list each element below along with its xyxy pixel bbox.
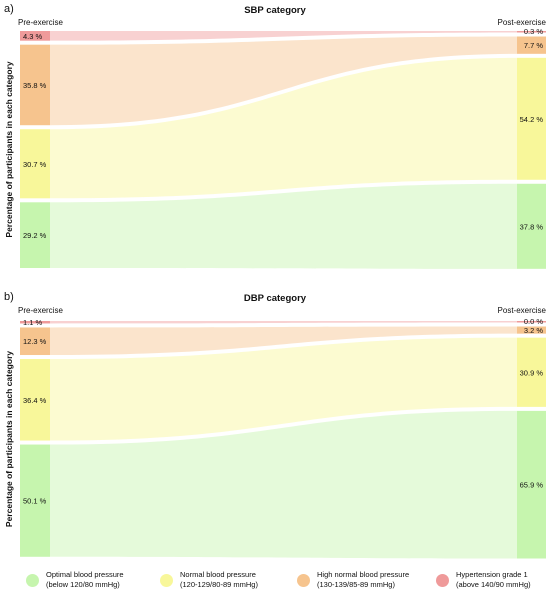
post-node-high-normal <box>517 36 546 54</box>
flow-normal <box>50 337 517 441</box>
post-value-label-hypertension: 0.0 % <box>524 317 544 326</box>
pre-value-label-optimal: 29.2 % <box>23 231 47 240</box>
legend-swatch-optimal <box>26 574 39 587</box>
flow-group <box>50 31 517 269</box>
post-exercise-label: Post-exercise <box>498 18 547 27</box>
post-node-optimal <box>517 410 546 559</box>
legend-range-normal: (120-129/80-89 mmHg) <box>180 580 258 589</box>
panel-label: b) <box>4 291 14 303</box>
post-node-hypertension <box>517 321 546 323</box>
flow-normal <box>50 57 517 199</box>
pre-value-label-hypertension: 4.3 % <box>23 32 43 41</box>
pre-node-normal <box>20 129 50 199</box>
legend-label-normal: Normal blood pressure <box>180 570 256 579</box>
sankey-panel-dbp: 1.1 % 0.0 % 12.3 % 3.2 % 36.4 % 30.9 % 50.1 % 6… <box>4 291 547 559</box>
pre-value-label-optimal: 50.1 % <box>23 497 47 506</box>
post-node-high-normal <box>517 326 546 334</box>
post-value-label-normal: 54.2 % <box>520 115 544 124</box>
legend-swatch-normal <box>160 574 173 587</box>
pre-node-normal <box>20 359 50 441</box>
pre-node-high-normal <box>20 327 50 356</box>
chart-title: SBP category <box>244 5 306 16</box>
post-exercise-label: Post-exercise <box>498 306 547 315</box>
legend-label-high-normal: High normal blood pressure <box>317 570 410 579</box>
pre-value-label-high-normal: 35.8 % <box>23 81 47 90</box>
pre-value-label-high-normal: 12.3 % <box>23 337 47 346</box>
flow-group <box>50 321 517 559</box>
post-value-label-hypertension: 0.3 % <box>524 27 544 36</box>
post-node-hypertension <box>517 31 546 33</box>
pre-node-high-normal <box>20 44 50 126</box>
post-node-normal <box>517 337 546 407</box>
sankey-panel-sbp: 4.3 % 0.3 % 35.8 % 7.7 % 30.7 % 54.2 % 29.2 % 3… <box>4 3 547 269</box>
legend-label-hypertension: Hypertension grade 1 <box>456 570 528 579</box>
pre-value-label-normal: 30.7 % <box>23 160 47 169</box>
flow-high-normal <box>50 326 517 356</box>
legend-swatch-hypertension <box>436 574 449 587</box>
flow-optimal <box>50 183 517 269</box>
pre-node-optimal <box>20 444 50 557</box>
post-node-optimal <box>517 183 546 269</box>
flow-high-normal <box>50 36 517 126</box>
legend-swatch-high-normal <box>297 574 310 587</box>
pre-value-label-normal: 36.4 % <box>23 396 47 405</box>
pre-node-hypertension <box>20 31 50 41</box>
flow-optimal <box>50 410 517 559</box>
post-value-label-optimal: 65.9 % <box>520 481 544 490</box>
flow-hypertension <box>50 321 517 324</box>
post-node-normal <box>517 57 546 180</box>
flow-hypertension <box>50 31 517 41</box>
pre-value-label-hypertension: 1.1 % <box>23 318 43 327</box>
post-value-label-optimal: 37.8 % <box>520 222 544 231</box>
chart-title: DBP category <box>244 293 307 304</box>
pre-node-hypertension <box>20 321 50 324</box>
pre-node-optimal <box>20 202 50 268</box>
y-axis-label: Percentage of participants in each categ… <box>4 351 14 527</box>
y-axis-label: Percentage of participants in each categ… <box>4 61 14 237</box>
post-value-label-high-normal: 7.7 % <box>524 41 544 50</box>
legend-label-optimal: Optimal blood pressure <box>46 570 124 579</box>
panel-label: a) <box>4 3 14 15</box>
legend-range-high-normal: (130-139/85-89 mmHg) <box>317 580 395 589</box>
post-value-label-high-normal: 3.2 % <box>524 326 544 335</box>
pre-exercise-label: Pre-exercise <box>18 18 63 27</box>
legend: Optimal blood pressure (below 120/80 mmH… <box>0 566 550 593</box>
post-value-label-normal: 30.9 % <box>520 368 544 377</box>
pre-exercise-label: Pre-exercise <box>18 306 63 315</box>
legend-range-optimal: (below 120/80 mmHg) <box>46 580 120 589</box>
legend-range-hypertension: (above 140/90 mmHg) <box>456 580 531 589</box>
